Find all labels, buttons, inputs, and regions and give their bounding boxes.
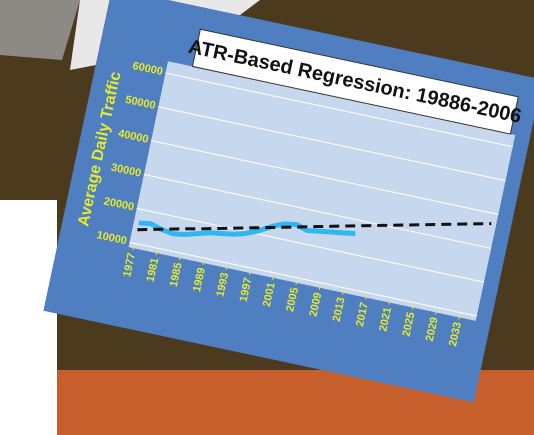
title-box [191, 28, 519, 135]
x-tick [248, 269, 251, 275]
x-tick-label: 1981 [145, 257, 162, 283]
x-tick [318, 284, 321, 290]
x-tick-label: 1977 [121, 252, 138, 278]
x-tick-label: 2025 [401, 311, 418, 337]
grid-line [158, 106, 506, 182]
x-tick-label: 2029 [424, 316, 441, 342]
x-tick-label: 1989 [191, 267, 208, 293]
x-tick-label: 1993 [214, 272, 231, 298]
x-tick-label: 2021 [377, 306, 394, 332]
white-area [0, 200, 57, 435]
x-tick [435, 309, 438, 315]
x-tick [179, 254, 182, 261]
grid-line [136, 207, 485, 283]
x-tick [272, 274, 275, 280]
x-tick-label: 2005 [284, 286, 301, 312]
grid-line [165, 72, 513, 148]
x-tick [132, 245, 135, 251]
x-tick-label: 2009 [307, 291, 324, 317]
x-tick-label: 1985 [168, 262, 185, 288]
data-line [138, 220, 356, 238]
x-tick-label: 2033 [447, 321, 464, 347]
x-tick [202, 259, 205, 266]
x-tick-label: 2017 [354, 301, 371, 327]
photo-corner [0, 0, 80, 60]
x-tick [458, 314, 461, 320]
grid-line [151, 140, 499, 215]
x-tick-label: 2013 [331, 296, 348, 322]
x-tick-label: 2001 [261, 281, 278, 307]
grid-line [129, 241, 477, 317]
x-tick [411, 304, 414, 310]
grid-line [143, 174, 492, 249]
x-tick [365, 294, 368, 300]
chart: ATR-Based Regression: 19886-2006 Average… [43, 0, 534, 403]
x-tick [225, 264, 228, 270]
trend-line [137, 222, 492, 232]
x-tick-label: 1997 [238, 276, 255, 302]
x-tick [295, 279, 298, 285]
x-tick [388, 299, 391, 305]
x-tick [155, 250, 158, 256]
x-tick [341, 289, 344, 295]
plot-area [128, 61, 516, 321]
